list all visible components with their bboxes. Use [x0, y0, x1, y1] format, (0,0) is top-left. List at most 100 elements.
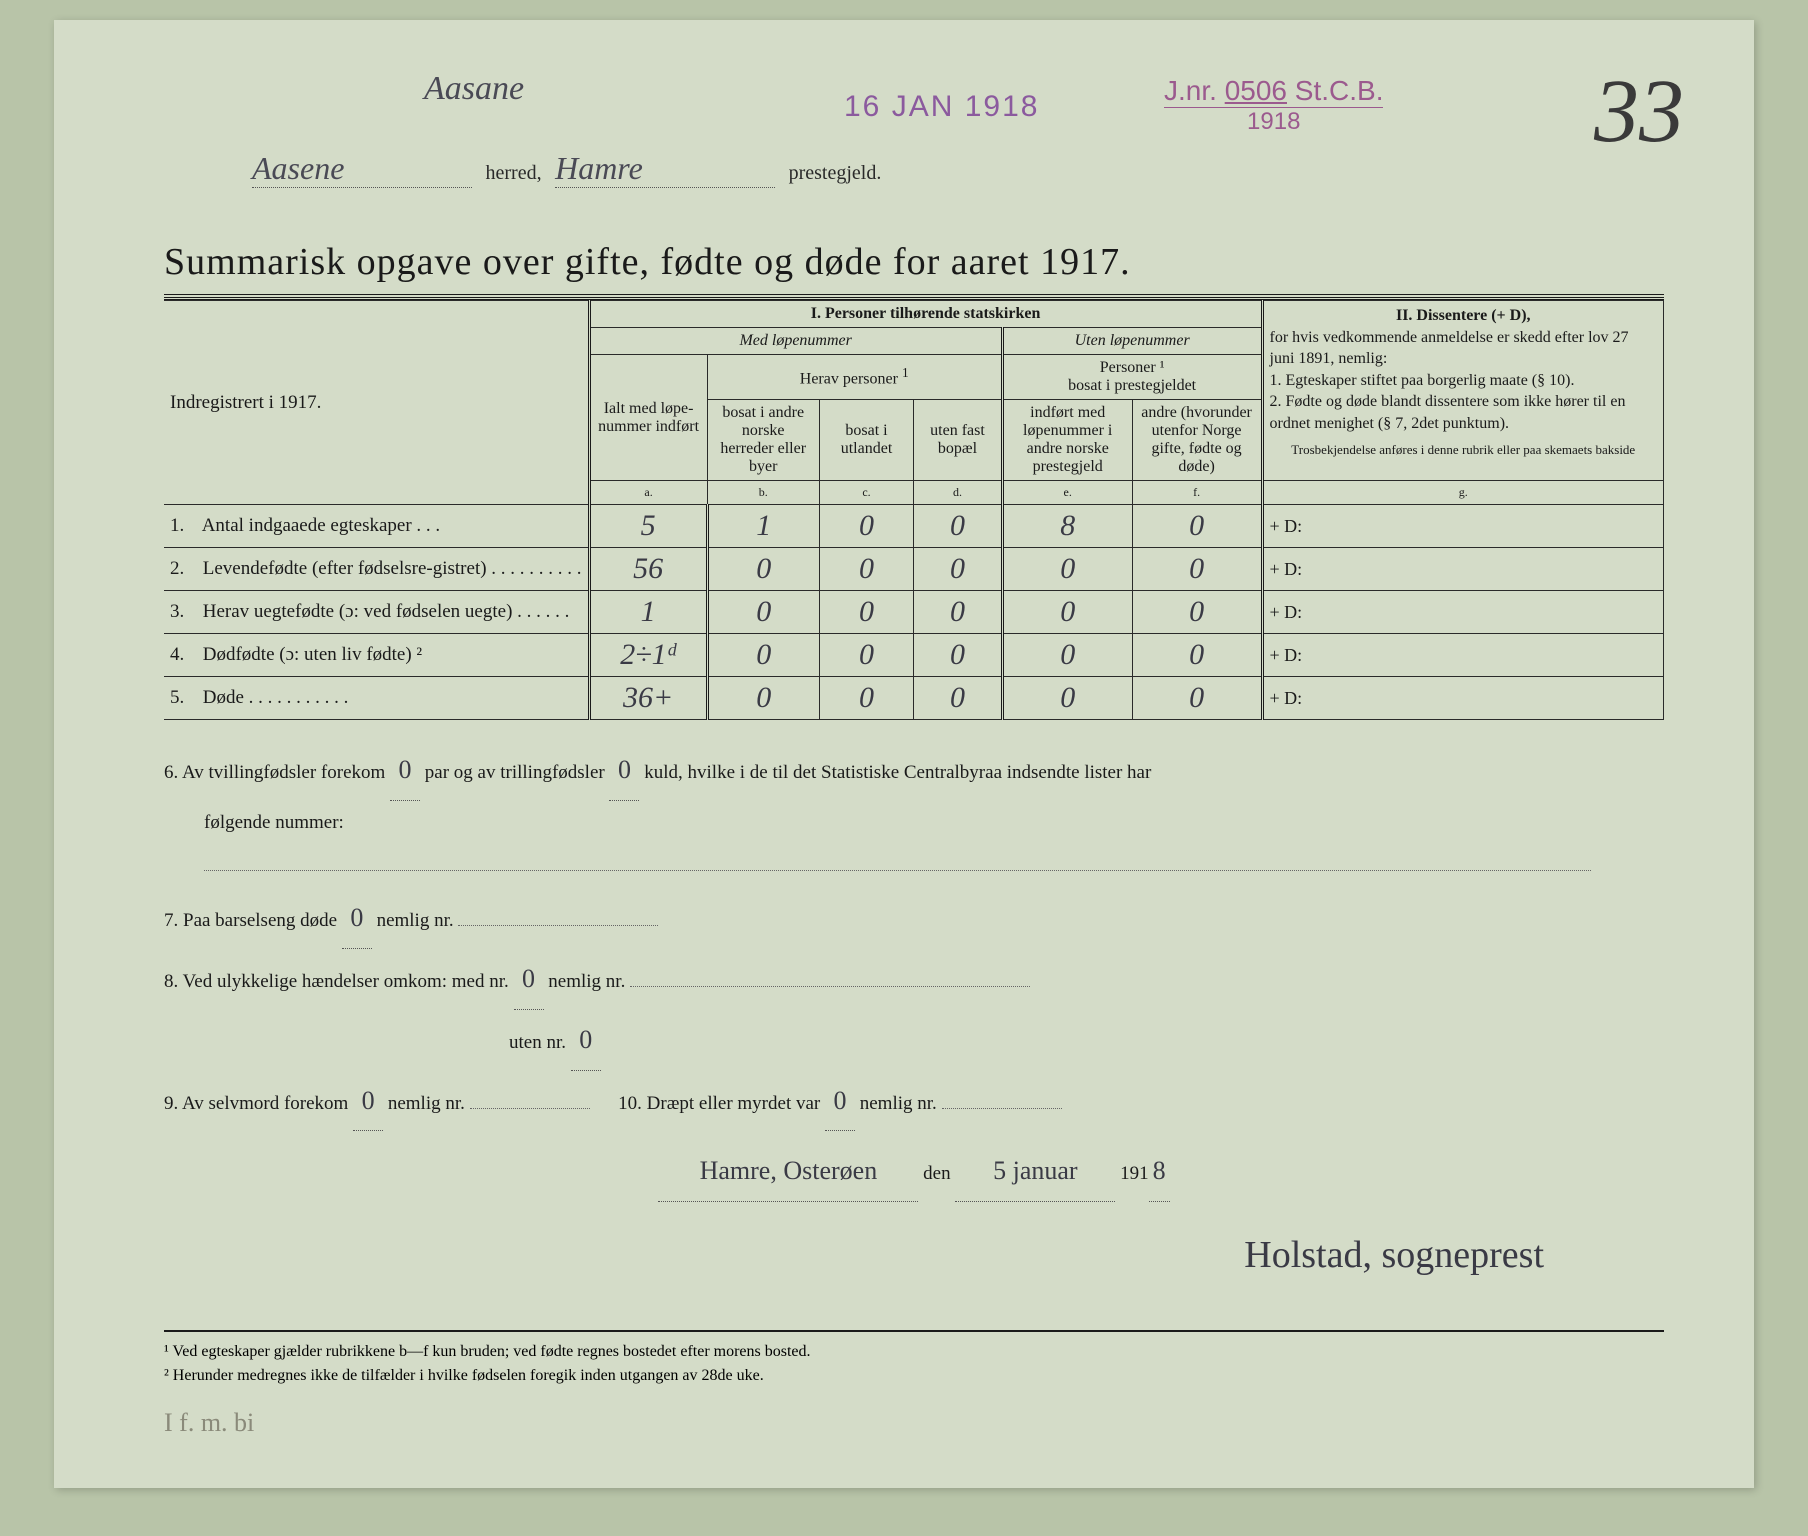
cell-a: 56 — [589, 548, 707, 591]
col-indreg: Indregistrert i 1917. — [164, 301, 589, 505]
section1-header: I. Personer tilhørende statskirken — [589, 301, 1262, 328]
cell-d: 0 — [914, 505, 1003, 548]
med-lop-header: Med løpenummer — [589, 328, 1002, 355]
ulykke-med: 0 — [514, 949, 544, 1010]
line6d: følgende nummer: — [164, 801, 1664, 845]
line8: 8. Ved ulykkelige hændelser omkom: med n… — [164, 949, 1664, 1010]
sub-c: c. — [819, 481, 913, 505]
cell-b: 0 — [707, 634, 819, 677]
cell-f: 0 — [1132, 505, 1262, 548]
jnr-number: 0506 — [1225, 75, 1287, 106]
col-f-label: andre (hvorunder utenfor Norge gifte, fø… — [1132, 400, 1262, 481]
cell-a: 36+ — [589, 677, 707, 720]
cell-e: 0 — [1002, 591, 1132, 634]
cell-c: 0 — [819, 634, 913, 677]
cell-f: 0 — [1132, 548, 1262, 591]
cell-f: 0 — [1132, 677, 1262, 720]
line6: 6. Av tvillingfødsler forekom 0 par og a… — [164, 740, 1664, 801]
herred-handwritten: Aasene — [252, 150, 472, 188]
cell-c: 0 — [819, 548, 913, 591]
document-page: Aasane 16 JAN 1918 J.nr. 0506 St.C.B. 19… — [54, 20, 1754, 1488]
selvmord-count: 0 — [353, 1071, 383, 1132]
page-title: Summarisk opgave over gifte, fødte og dø… — [164, 240, 1664, 284]
cell-g: + D: — [1262, 634, 1663, 677]
cell-c: 0 — [819, 591, 913, 634]
prestegjeld-label: prestegjeld. — [789, 162, 882, 184]
line9-10: 9. Av selvmord forekom 0 nemlig nr. 10. … — [164, 1071, 1664, 1132]
sig-date: 5 januar — [955, 1141, 1115, 1202]
barselseng-count: 0 — [342, 888, 372, 949]
sub-d: d. — [914, 481, 1003, 505]
footnote-1: ¹ Ved egteskaper gjælder rubrikkene b—f … — [164, 1340, 1664, 1364]
col-c-label: bosat i utlandet — [819, 400, 913, 481]
herred-line: Aasene herred, Hamre prestegjeld. — [244, 150, 881, 188]
line7: 7. Paa barselseng døde 0 nemlig nr. — [164, 888, 1664, 949]
sig-year: 8 — [1149, 1141, 1170, 1202]
cell-d: 0 — [914, 548, 1003, 591]
line8c: uten nr. 0 — [164, 1010, 1664, 1071]
cell-e: 8 — [1002, 505, 1132, 548]
cell-e: 0 — [1002, 548, 1132, 591]
prestegjeld-handwritten: Hamre — [555, 150, 775, 188]
cell-g: + D: — [1262, 505, 1663, 548]
date-stamp: 16 JAN 1918 — [844, 90, 1039, 124]
main-table: Indregistrert i 1917. I. Personer tilhør… — [164, 300, 1664, 720]
cell-f: 0 — [1132, 591, 1262, 634]
twin-count: 0 — [390, 740, 420, 801]
row-label: 3. Herav uegtefødte (ɔ: ved fødselen ueg… — [164, 591, 589, 634]
sub-b: b. — [707, 481, 819, 505]
jnr-label: J.nr. — [1164, 75, 1217, 106]
cell-b: 0 — [707, 591, 819, 634]
row-label: 1. Antal indgaaede egteskaper . . . — [164, 505, 589, 548]
uten-lop-header: Uten løpenummer — [1002, 328, 1262, 355]
cell-b: 0 — [707, 548, 819, 591]
cell-c: 0 — [819, 677, 913, 720]
table-row: 5. Døde . . . . . . . . . . .36+00000+ D… — [164, 677, 1664, 720]
ulykke-uten: 0 — [571, 1010, 601, 1071]
section2-header: II. Dissentere (+ D), for hvis vedkommen… — [1262, 301, 1663, 481]
herred-label: herred, — [486, 162, 542, 184]
table-row: 1. Antal indgaaede egteskaper . . .51008… — [164, 505, 1664, 548]
cell-a: 1 — [589, 591, 707, 634]
page-number: 33 — [1594, 60, 1684, 163]
jnr-year: 1918 — [1164, 108, 1383, 136]
cell-g: + D: — [1262, 677, 1663, 720]
cell-a: 2÷1ᵈ — [589, 634, 707, 677]
sig-place: Hamre, Osterøen — [658, 1141, 918, 1202]
col-d-label: uten fast bopæl — [914, 400, 1003, 481]
table-row: 3. Herav uegtefødte (ɔ: ved fødselen ueg… — [164, 591, 1664, 634]
myrdet-count: 0 — [825, 1071, 855, 1132]
cell-e: 0 — [1002, 634, 1132, 677]
blank-line — [204, 870, 1591, 871]
cell-e: 0 — [1002, 677, 1132, 720]
footnote-2: ² Herunder medregnes ikke de tilfælder i… — [164, 1364, 1664, 1388]
jnr-suffix: St.C.B. — [1295, 75, 1384, 106]
cell-g: + D: — [1262, 591, 1663, 634]
sub-e: e. — [1002, 481, 1132, 505]
cell-d: 0 — [914, 677, 1003, 720]
row-label: 5. Døde . . . . . . . . . . . — [164, 677, 589, 720]
signature: Holstad, sogneprest — [164, 1212, 1664, 1299]
cell-a: 5 — [589, 505, 707, 548]
personer-bosat-header: Personer ¹ bosat i prestegjeldet — [1002, 355, 1262, 400]
col-a-label: Ialt med løpe-nummer indført — [589, 355, 707, 481]
table-row: 4. Dødfødte (ɔ: uten liv fødte) ²2÷1ᵈ000… — [164, 634, 1664, 677]
herav-header: Herav personer 1 — [707, 355, 1002, 400]
footnotes: ¹ Ved egteskaper gjælder rubrikkene b—f … — [164, 1330, 1664, 1388]
col-b-label: bosat i andre norske herreder eller byer — [707, 400, 819, 481]
below-section: 6. Av tvillingfødsler forekom 0 par og a… — [164, 740, 1664, 1300]
cell-d: 0 — [914, 634, 1003, 677]
cell-b: 1 — [707, 505, 819, 548]
cell-f: 0 — [1132, 634, 1262, 677]
cell-g: + D: — [1262, 548, 1663, 591]
sub-a: a. — [589, 481, 707, 505]
cell-b: 0 — [707, 677, 819, 720]
aasane-note: Aasane — [424, 70, 524, 108]
col-e-label: indført med løpenummer i andre norske pr… — [1002, 400, 1132, 481]
cell-c: 0 — [819, 505, 913, 548]
faint-note: I f. m. bi — [164, 1408, 1664, 1438]
journal-number-stamp: J.nr. 0506 St.C.B. 1918 — [1164, 75, 1383, 136]
signature-line: Hamre, Osterøen den 5 januar 1918 — [164, 1141, 1664, 1202]
cell-d: 0 — [914, 591, 1003, 634]
sub-g: g. — [1262, 481, 1663, 505]
